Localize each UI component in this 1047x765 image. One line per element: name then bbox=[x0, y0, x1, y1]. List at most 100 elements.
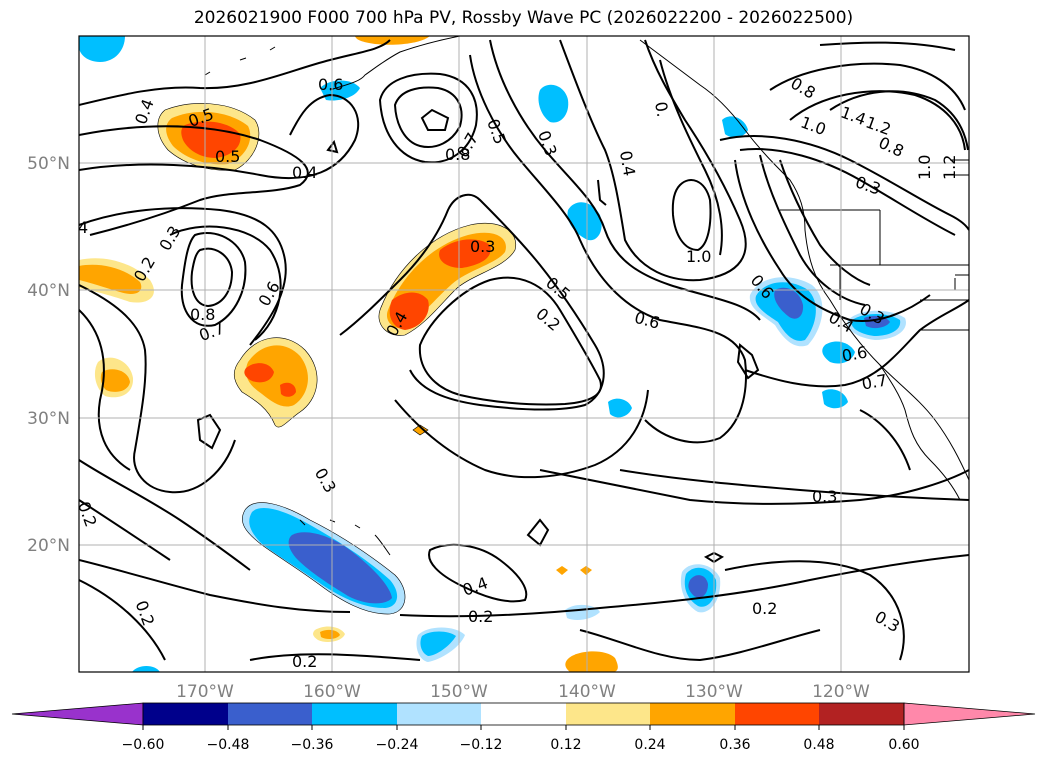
coastline bbox=[879, 364, 961, 501]
contour-label: 4 bbox=[78, 218, 88, 237]
lon-label: 140°W bbox=[558, 682, 616, 702]
colorbar-tick-label: −0.24 bbox=[376, 737, 419, 753]
negative-anomaly-shading bbox=[79, 36, 906, 672]
latitude-labels: 50°N 40°N 30°N 20°N bbox=[27, 154, 70, 556]
plot-area: 0.4 0.5 0.5 0.4 0.6 0.8 0.7 0.5 0.3 0.4 … bbox=[78, 36, 969, 672]
contour-label: 0.2 bbox=[292, 652, 317, 671]
pv-blob bbox=[100, 369, 130, 392]
map-title: 2026021900 F000 700 hPa PV, Rossby Wave … bbox=[193, 8, 854, 28]
lat-label: 50°N bbox=[27, 154, 70, 174]
contour-label: 1.0 bbox=[686, 247, 711, 266]
colorbar-tick-label: −0.36 bbox=[291, 737, 334, 753]
contour-line bbox=[249, 653, 421, 661]
colorbar-segment bbox=[397, 703, 481, 725]
gridlines bbox=[79, 36, 969, 672]
lon-label: 120°W bbox=[812, 682, 870, 702]
pv-blob bbox=[420, 631, 456, 656]
colorbar-ticks bbox=[142, 725, 905, 730]
contour-line bbox=[418, 276, 602, 406]
pv-blob bbox=[280, 382, 296, 397]
contour-line bbox=[190, 247, 234, 308]
pv-blob bbox=[774, 287, 804, 319]
lon-label: 130°W bbox=[685, 682, 743, 702]
contour-line bbox=[619, 469, 969, 501]
pv-blob bbox=[132, 666, 160, 672]
contour-label: 0.3 bbox=[470, 237, 495, 256]
colorbar-segment bbox=[228, 703, 312, 725]
contour-line bbox=[393, 86, 463, 148]
colorbar-segment bbox=[481, 703, 566, 725]
contour-line bbox=[789, 90, 966, 151]
pv-blob bbox=[79, 36, 125, 62]
contour-line bbox=[79, 39, 391, 106]
contour-line bbox=[79, 284, 236, 494]
contour-label: 0.2 bbox=[468, 607, 493, 626]
contour-label: 0.5 bbox=[215, 147, 240, 166]
contour-label: 0.4 bbox=[616, 149, 639, 177]
contour-label: 0.3 bbox=[812, 487, 837, 506]
contour-line bbox=[489, 39, 761, 321]
lat-label: 30°N bbox=[27, 409, 70, 429]
contour-line bbox=[579, 629, 821, 662]
colorbar-tick-label: 0.48 bbox=[803, 737, 834, 753]
contour-line bbox=[759, 154, 866, 306]
pv-blob bbox=[389, 292, 429, 330]
contour-label: 0. bbox=[651, 100, 672, 118]
pv-blob bbox=[244, 363, 274, 383]
contour-line bbox=[79, 559, 351, 613]
pv-blob bbox=[822, 341, 855, 364]
contour-line bbox=[180, 232, 247, 327]
pv-blob bbox=[580, 566, 592, 575]
contour-line bbox=[420, 108, 450, 131]
contour-line bbox=[819, 41, 956, 51]
contour-line bbox=[79, 93, 360, 180]
contour-line bbox=[829, 90, 969, 151]
lat-label: 40°N bbox=[27, 281, 70, 301]
contour-label: 0.8 bbox=[190, 305, 215, 324]
contour-line bbox=[769, 62, 966, 111]
longitude-labels: 170°W 160°W 150°W 140°W 130°W 120°W bbox=[176, 682, 870, 702]
contour-line bbox=[719, 135, 969, 231]
colorbar-extend-min bbox=[11, 702, 144, 726]
contour-line bbox=[79, 459, 251, 571]
contour-line bbox=[597, 179, 607, 206]
contour-line bbox=[736, 343, 760, 380]
colorbar-tick-label: −0.48 bbox=[207, 737, 250, 753]
contour-label: 0.8 bbox=[445, 145, 470, 164]
pv-blob bbox=[412, 424, 429, 436]
contour-line bbox=[169, 225, 282, 341]
colorbar-segment bbox=[566, 703, 650, 725]
pv-blob bbox=[288, 532, 392, 604]
coastline bbox=[204, 46, 276, 76]
colorbar-tick-label: 0.60 bbox=[888, 737, 919, 753]
pv-blob bbox=[439, 239, 491, 268]
colorbar-segment bbox=[735, 703, 819, 725]
colorbar-tick-label: −0.12 bbox=[460, 737, 503, 753]
contour-line bbox=[469, 54, 747, 444]
pv-blob bbox=[608, 398, 632, 418]
contour-line bbox=[703, 551, 725, 564]
pv-blob bbox=[355, 36, 430, 45]
contour-line bbox=[79, 309, 131, 471]
contour-line bbox=[196, 413, 222, 450]
pv-blob bbox=[556, 566, 568, 575]
pv-blob bbox=[320, 629, 340, 640]
lon-label: 160°W bbox=[303, 682, 361, 702]
contour-line bbox=[79, 125, 309, 236]
coastline bbox=[639, 39, 969, 481]
contour-label: 1.0 bbox=[915, 155, 934, 180]
contour-line bbox=[394, 389, 649, 479]
contour-line bbox=[724, 560, 905, 661]
pv-blob bbox=[722, 116, 748, 138]
lon-label: 150°W bbox=[430, 682, 488, 702]
contour-label: 0.6 bbox=[318, 75, 343, 94]
colorbar-segment bbox=[312, 703, 397, 725]
colorbar-segment bbox=[143, 703, 228, 725]
contour-line bbox=[79, 499, 171, 561]
lon-label: 170°W bbox=[176, 682, 234, 702]
contour-line bbox=[428, 543, 528, 603]
contour-line bbox=[859, 409, 911, 471]
pv-contours bbox=[79, 39, 969, 662]
colorbar-extend-max bbox=[903, 702, 1036, 726]
contour-line bbox=[378, 72, 478, 164]
